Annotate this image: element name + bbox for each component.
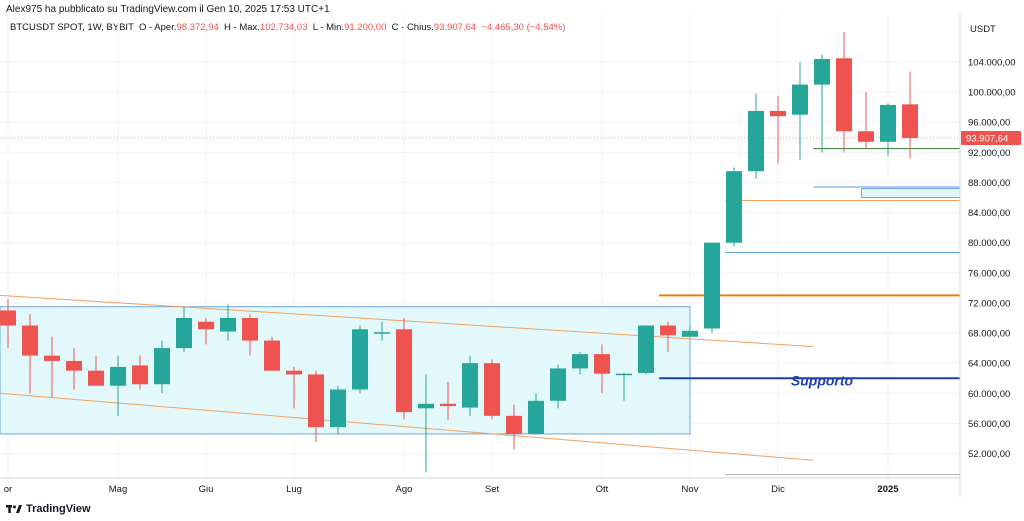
zone-box <box>861 187 961 199</box>
candle-body <box>858 131 874 142</box>
candle-body <box>330 389 346 428</box>
candle-body <box>814 58 830 85</box>
legend-high-label: H - Max. <box>224 22 260 33</box>
candle-body <box>836 58 852 132</box>
candle-body <box>66 360 82 371</box>
price-tick-label: 56.000,00 <box>968 419 1010 430</box>
candle-body <box>506 415 522 434</box>
candle-body <box>880 104 896 142</box>
candle-body <box>132 365 148 385</box>
candle-body <box>572 354 588 369</box>
time-tick-label: Giu <box>199 484 214 495</box>
candle-body <box>88 370 104 386</box>
candle-body <box>22 325 38 356</box>
candle-body <box>440 403 456 407</box>
price-tick-label: 100.000,00 <box>968 88 1016 99</box>
last-price-label: 93.907,64 <box>966 133 1008 144</box>
candle-body <box>704 242 720 329</box>
time-tick-label: Mag <box>109 484 127 495</box>
candle-body <box>902 104 918 138</box>
candle-body <box>44 355 60 361</box>
channel-lower-line <box>0 392 814 461</box>
price-tick-label: 96.000,00 <box>968 118 1010 129</box>
candle-body <box>770 110 786 117</box>
last-price-tag <box>961 130 1021 145</box>
legend-change-value: −4.465,30 (−4,54%) <box>481 22 566 33</box>
price-axis-currency-label: USDT <box>970 24 996 35</box>
candle-body <box>660 325 676 336</box>
time-tick-label: or <box>4 484 12 495</box>
candle-body <box>396 329 412 413</box>
candle-body <box>748 110 764 172</box>
price-tick-label: 92.000,00 <box>968 148 1010 159</box>
candlesticks <box>0 31 918 473</box>
legend-symbol: BTCUSDT SPOT, 1W, BYBIT <box>10 22 134 33</box>
legend-low-label: L - Min. <box>312 22 345 33</box>
published-by-text: Alex975 ha pubblicato su TradingView.com… <box>6 4 330 15</box>
candle-body <box>242 317 258 341</box>
time-tick-label: Set <box>485 484 500 495</box>
drawing-objects <box>0 137 961 476</box>
price-tick-label: 68.000,00 <box>968 329 1010 340</box>
legend-open-value: 98.372,94 <box>176 22 219 33</box>
price-tick-label: 88.000,00 <box>968 178 1010 189</box>
candle-body <box>528 400 544 434</box>
legend-low-value: 91.200,00 <box>344 22 387 33</box>
candle-body <box>682 330 698 337</box>
candle-body <box>154 348 170 385</box>
price-tick-label: 72.000,00 <box>968 298 1010 309</box>
candle-body <box>418 403 434 409</box>
overlay-drawings: Supporto <box>791 373 854 389</box>
price-tick-label: 104.000,00 <box>968 58 1016 69</box>
tradingview-logo-icon <box>6 505 22 513</box>
support-annotation-label: Supporto <box>791 373 854 389</box>
price-tick-label: 52.000,00 <box>968 449 1010 460</box>
price-tick-label: 60.000,00 <box>968 389 1010 400</box>
candle-body <box>550 368 566 401</box>
candle-body <box>484 363 500 416</box>
legend-high-value: 102.734,03 <box>259 22 308 33</box>
time-axis: or Mag Giu Lug Ago Set Ott Nov Dic 2025 <box>4 484 900 495</box>
time-tick-label: Nov <box>682 484 699 495</box>
candle-body <box>176 317 192 349</box>
price-axis: 52.000,00 56.000,00 60.000,00 64.000,00 68.0… <box>961 58 1021 460</box>
candle-body <box>726 171 742 243</box>
time-tick-label: Ott <box>596 484 609 495</box>
price-tick-label: 84.000,00 <box>968 208 1010 219</box>
candle-body <box>374 332 390 334</box>
candle-body <box>462 363 478 408</box>
legend-open-label: O - Aper. <box>139 22 177 33</box>
candle-body <box>308 374 324 428</box>
candle-body <box>110 366 126 386</box>
candle-body <box>198 321 214 330</box>
price-chart[interactable]: Supporto USDT 52.000,00 56.000,00 60.000,0… <box>0 0 1024 500</box>
symbol-legend: BTCUSDT SPOT, 1W, BYBIT O - Aper.98.372,… <box>10 22 565 33</box>
price-tick-label: 76.000,00 <box>968 268 1010 279</box>
time-tick-label: Dic <box>771 484 785 495</box>
candle-body <box>352 329 368 390</box>
time-tick-label: Ago <box>396 484 413 495</box>
footer-brand[interactable]: TradingView <box>6 503 91 515</box>
price-tick-label: 80.000,00 <box>968 238 1010 249</box>
price-tick-label: 64.000,00 <box>968 359 1010 370</box>
candle-body <box>594 354 610 374</box>
candle-body <box>286 370 302 375</box>
legend-close-label: C - Chius. <box>391 22 434 33</box>
candle-body <box>616 373 632 376</box>
tradingview-brand: TradingView <box>26 503 91 515</box>
candle-body <box>220 317 236 332</box>
time-tick-label: 2025 <box>877 484 899 495</box>
channel-upper-line <box>0 294 814 348</box>
candle-body <box>638 325 654 373</box>
candle-body <box>0 310 16 326</box>
candle-body <box>264 340 280 371</box>
time-tick-label: Lug <box>286 484 302 495</box>
legend-close-value: 93.907,64 <box>433 22 477 33</box>
candle-body <box>792 84 808 115</box>
